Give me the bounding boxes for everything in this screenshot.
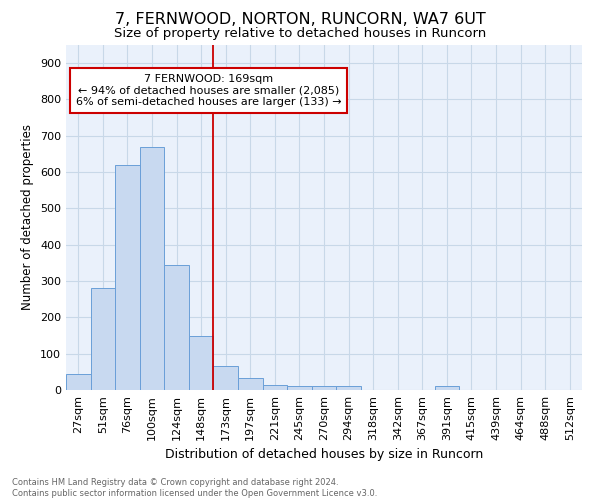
- Bar: [312, 386, 336, 390]
- Bar: [214, 366, 238, 390]
- Bar: [263, 384, 287, 390]
- X-axis label: Distribution of detached houses by size in Runcorn: Distribution of detached houses by size …: [165, 448, 483, 462]
- Bar: [164, 264, 189, 390]
- Bar: [140, 146, 164, 390]
- Bar: [189, 336, 214, 390]
- Text: 7 FERNWOOD: 169sqm
← 94% of detached houses are smaller (2,085)
6% of semi-detac: 7 FERNWOOD: 169sqm ← 94% of detached hou…: [76, 74, 341, 108]
- Bar: [336, 386, 361, 390]
- Text: 7, FERNWOOD, NORTON, RUNCORN, WA7 6UT: 7, FERNWOOD, NORTON, RUNCORN, WA7 6UT: [115, 12, 485, 28]
- Bar: [115, 165, 140, 390]
- Bar: [434, 386, 459, 390]
- Bar: [287, 386, 312, 390]
- Y-axis label: Number of detached properties: Number of detached properties: [22, 124, 34, 310]
- Text: Size of property relative to detached houses in Runcorn: Size of property relative to detached ho…: [114, 28, 486, 40]
- Text: Contains HM Land Registry data © Crown copyright and database right 2024.
Contai: Contains HM Land Registry data © Crown c…: [12, 478, 377, 498]
- Bar: [91, 288, 115, 390]
- Bar: [66, 374, 91, 390]
- Bar: [238, 378, 263, 390]
